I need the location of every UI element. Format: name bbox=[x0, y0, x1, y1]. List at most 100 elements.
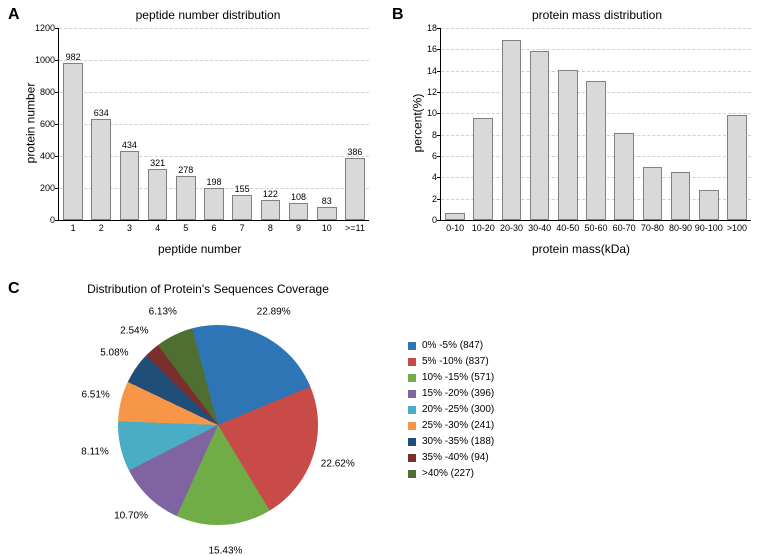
y-tick-mark bbox=[55, 124, 59, 125]
bar: 278 bbox=[176, 176, 196, 220]
x-tick-label: 5 bbox=[183, 220, 188, 233]
x-tick-label: 20-30 bbox=[500, 220, 523, 233]
y-tick-mark bbox=[55, 28, 59, 29]
legend-label: 25% -30% (241) bbox=[422, 420, 494, 431]
legend-item: 0% -5% (847) bbox=[408, 340, 494, 351]
legend-label: 0% -5% (847) bbox=[422, 340, 483, 351]
pie-slice-label: 15.43% bbox=[208, 545, 242, 556]
pie-chart bbox=[118, 325, 318, 525]
y-tick-mark bbox=[437, 220, 441, 221]
pie-slice-label: 6.51% bbox=[81, 389, 109, 400]
bar bbox=[671, 172, 691, 220]
panel-c-title: Distribution of Protein's Sequences Cove… bbox=[58, 282, 358, 296]
bar-value-label: 83 bbox=[322, 196, 332, 206]
x-tick-label: 10-20 bbox=[472, 220, 495, 233]
bar bbox=[699, 190, 719, 220]
pie-slice-label: 5.08% bbox=[100, 348, 128, 359]
x-tick-label: 50-60 bbox=[584, 220, 607, 233]
x-tick-label: >100 bbox=[727, 220, 747, 233]
panel-c: C Distribution of Protein's Sequences Co… bbox=[8, 280, 758, 550]
pie-slice-label: 6.13% bbox=[149, 306, 177, 317]
panel-b-ylabel: percent(%) bbox=[410, 94, 424, 153]
bar-value-label: 982 bbox=[66, 52, 81, 62]
legend-label: 35% -40% (94) bbox=[422, 452, 489, 463]
y-tick-mark bbox=[55, 92, 59, 93]
legend-label: 10% -15% (571) bbox=[422, 372, 494, 383]
pie-slice-label: 2.54% bbox=[120, 325, 148, 336]
legend-swatch bbox=[408, 470, 416, 478]
pie-slice-label: 8.11% bbox=[81, 447, 109, 458]
panel-b: B protein mass distribution percent(%) 0… bbox=[392, 6, 762, 264]
legend-item: 10% -15% (571) bbox=[408, 372, 494, 383]
y-tick-mark bbox=[55, 156, 59, 157]
legend-swatch bbox=[408, 342, 416, 350]
bar: 108 bbox=[289, 203, 309, 220]
bar-value-label: 122 bbox=[263, 189, 278, 199]
bar bbox=[586, 81, 606, 220]
gridline bbox=[59, 28, 369, 29]
legend-swatch bbox=[408, 454, 416, 462]
gridline bbox=[441, 28, 751, 29]
gridline bbox=[441, 71, 751, 72]
panel-a-ylabel: protein number bbox=[23, 83, 37, 164]
bar: 155 bbox=[232, 195, 252, 220]
panel-b-chart: 0246810121416180-1010-2020-3030-4040-505… bbox=[440, 28, 751, 221]
bar-value-label: 198 bbox=[206, 177, 221, 187]
bar-value-label: 278 bbox=[178, 165, 193, 175]
y-tick-mark bbox=[437, 71, 441, 72]
y-tick-mark bbox=[55, 220, 59, 221]
legend-swatch bbox=[408, 390, 416, 398]
bar-value-label: 434 bbox=[122, 140, 137, 150]
bar: 982 bbox=[63, 63, 83, 220]
legend-item: 20% -25% (300) bbox=[408, 404, 494, 415]
y-tick-mark bbox=[55, 188, 59, 189]
x-tick-label: 80-90 bbox=[669, 220, 692, 233]
legend-swatch bbox=[408, 406, 416, 414]
bar: 634 bbox=[91, 119, 111, 220]
panel-a-label: A bbox=[8, 6, 20, 24]
x-tick-label: 30-40 bbox=[528, 220, 551, 233]
legend-swatch bbox=[408, 422, 416, 430]
x-tick-label: 3 bbox=[127, 220, 132, 233]
panel-c-label: C bbox=[8, 280, 20, 298]
y-tick-mark bbox=[437, 135, 441, 136]
legend-label: >40% (227) bbox=[422, 468, 474, 479]
y-tick-mark bbox=[437, 113, 441, 114]
bar: 434 bbox=[120, 151, 140, 220]
bar bbox=[473, 118, 493, 220]
panel-b-xlabel: protein mass(kDa) bbox=[532, 242, 630, 256]
y-tick-mark bbox=[437, 156, 441, 157]
bar-value-label: 155 bbox=[235, 184, 250, 194]
gridline bbox=[441, 49, 751, 50]
bar-value-label: 321 bbox=[150, 158, 165, 168]
legend-item: 25% -30% (241) bbox=[408, 420, 494, 431]
legend-item: 35% -40% (94) bbox=[408, 452, 494, 463]
panel-a-chart: 0200400600800100012009821634243433214278… bbox=[58, 28, 369, 221]
y-tick-mark bbox=[437, 199, 441, 200]
gridline bbox=[59, 60, 369, 61]
y-tick-mark bbox=[437, 177, 441, 178]
x-tick-label: 4 bbox=[155, 220, 160, 233]
pie-slice-label: 22.89% bbox=[257, 306, 291, 317]
x-tick-label: 10 bbox=[322, 220, 332, 233]
bar bbox=[558, 70, 578, 220]
legend-swatch bbox=[408, 438, 416, 446]
y-tick-mark bbox=[437, 92, 441, 93]
bar bbox=[502, 40, 522, 220]
panel-b-title: protein mass distribution bbox=[462, 8, 732, 22]
legend-label: 30% -35% (188) bbox=[422, 436, 494, 447]
legend-label: 15% -20% (396) bbox=[422, 388, 494, 399]
x-tick-label: 60-70 bbox=[613, 220, 636, 233]
x-tick-label: 7 bbox=[240, 220, 245, 233]
x-tick-label: 0-10 bbox=[446, 220, 464, 233]
bar bbox=[727, 115, 747, 220]
bar: 386 bbox=[345, 158, 365, 220]
bar-value-label: 108 bbox=[291, 192, 306, 202]
legend-item: 15% -20% (396) bbox=[408, 388, 494, 399]
x-tick-label: >=11 bbox=[345, 220, 365, 233]
bar bbox=[643, 167, 663, 220]
x-tick-label: 90-100 bbox=[695, 220, 723, 233]
legend-swatch bbox=[408, 358, 416, 366]
bar: 198 bbox=[204, 188, 224, 220]
panel-b-label: B bbox=[392, 6, 404, 24]
